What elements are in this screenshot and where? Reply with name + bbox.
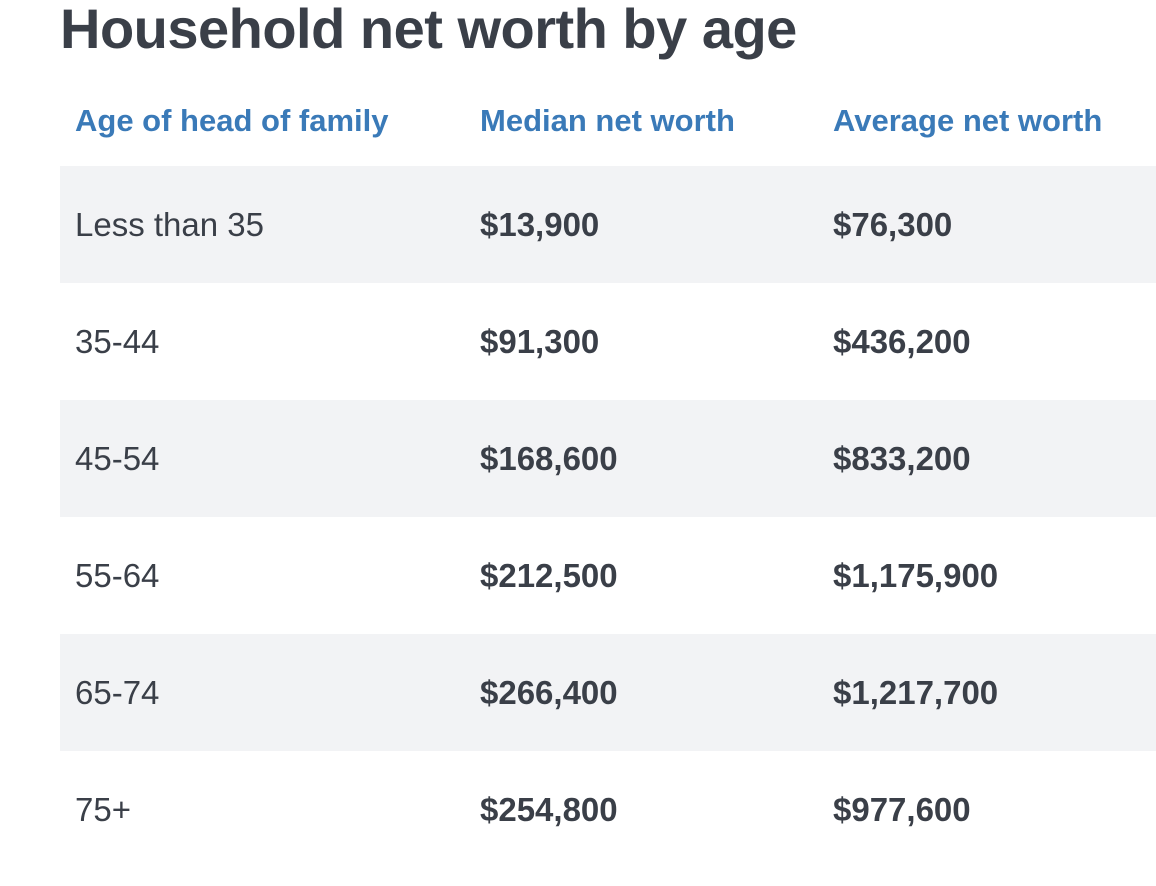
age-cell: 65-74 xyxy=(75,673,160,711)
table-row: Less than 35 $13,900 $76,300 xyxy=(60,166,1156,283)
median-cell: $266,400 xyxy=(480,673,618,711)
table-row: 65-74 $266,400 $1,217,700 xyxy=(60,634,1156,751)
average-cell: $1,217,700 xyxy=(833,673,999,711)
age-cell: 75+ xyxy=(75,790,131,828)
page-title: Household net worth by age xyxy=(60,0,797,60)
average-cell: $1,175,900 xyxy=(833,556,999,594)
column-header-median: Median net worth xyxy=(480,103,735,138)
age-cell: Less than 35 xyxy=(75,205,264,243)
table-row: 45-54 $168,600 $833,200 xyxy=(60,400,1156,517)
table-row: 55-64 $212,500 $1,175,900 xyxy=(60,517,1156,634)
average-cell: $436,200 xyxy=(833,322,971,360)
column-header-age: Age of head of family xyxy=(75,103,389,138)
average-cell: $76,300 xyxy=(833,205,953,243)
median-cell: $168,600 xyxy=(480,439,618,477)
net-worth-table: Age of head of family Median net worth A… xyxy=(60,80,1156,868)
average-cell: $977,600 xyxy=(833,790,971,828)
column-header-average: Average net worth xyxy=(833,103,1103,138)
age-cell: 35-44 xyxy=(75,322,160,360)
table-row: 75+ $254,800 $977,600 xyxy=(60,751,1156,868)
median-cell: $254,800 xyxy=(480,790,618,828)
table-header-row: Age of head of family Median net worth A… xyxy=(60,80,1156,166)
table-row: 35-44 $91,300 $436,200 xyxy=(60,283,1156,400)
age-cell: 45-54 xyxy=(75,439,160,477)
average-cell: $833,200 xyxy=(833,439,971,477)
median-cell: $91,300 xyxy=(480,322,600,360)
age-cell: 55-64 xyxy=(75,556,160,594)
median-cell: $13,900 xyxy=(480,205,600,243)
median-cell: $212,500 xyxy=(480,556,618,594)
